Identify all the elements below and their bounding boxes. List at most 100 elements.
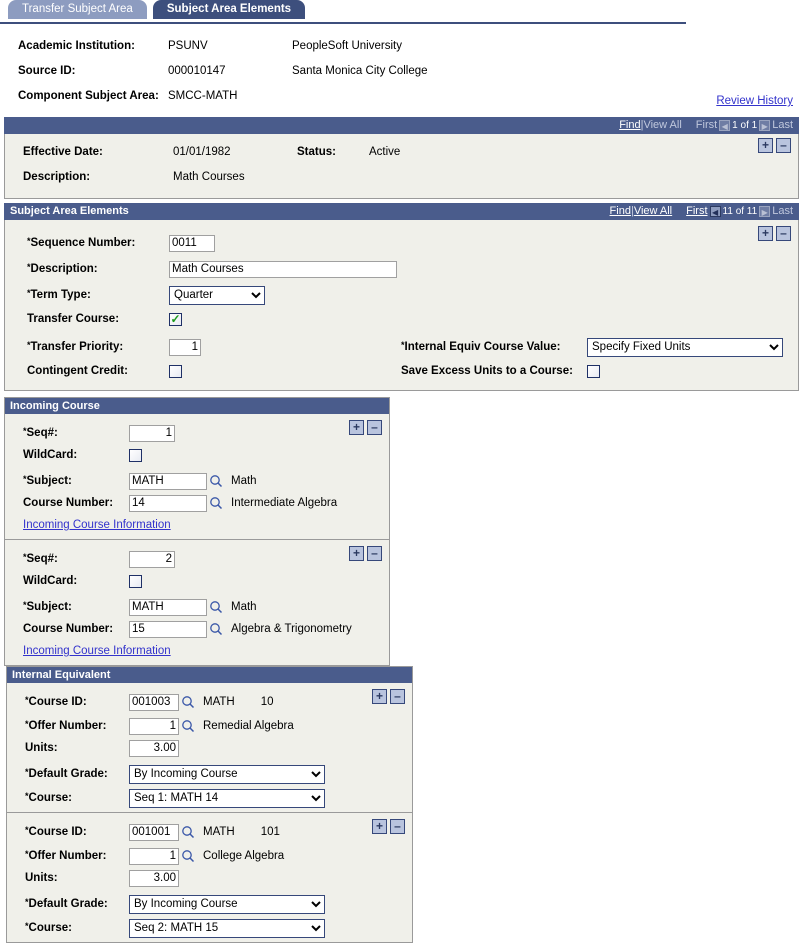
page-header-info: Academic Institution: PSUNV PeopleSoft Uni… (0, 24, 803, 113)
delete-incoming-course-button[interactable]: – (367, 546, 382, 561)
incoming-seq-label-2: *Seq#: (23, 552, 58, 565)
internal-catalog-nbr-1: 10 (260, 696, 274, 708)
default-grade-row-1: *Default Grade: By Incoming Course (7, 760, 412, 784)
source-id-label: Source ID: (18, 65, 76, 77)
elements-last-link[interactable]: Last (772, 205, 793, 217)
incoming-course-desc-1: Intermediate Algebra (231, 497, 338, 509)
tab-transfer-subject-area[interactable]: Transfer Subject Area (8, 0, 147, 19)
review-history-container: Review History (0, 95, 803, 113)
incoming-course-number-input-2[interactable] (129, 620, 207, 638)
default-grade-row-2: *Default Grade: By Incoming Course (7, 890, 412, 914)
description-input[interactable] (169, 260, 397, 278)
internal-equivalent-row: +– *Course ID: MATH 101 *Offer Number: Coll… (7, 813, 412, 942)
delete-row-button[interactable]: – (776, 138, 791, 153)
course-row-1: *Course: Seq 1: MATH 14 (7, 784, 412, 808)
elements-next-row-icon[interactable]: ▶ (759, 206, 771, 217)
elements-find-link[interactable]: Find (609, 205, 631, 217)
sequence-number-input[interactable] (169, 234, 215, 252)
add-row-button[interactable]: + (758, 138, 773, 153)
course-number-lookup-icon-1[interactable] (209, 496, 223, 510)
elements-previous-row-icon[interactable]: ◀ (709, 206, 721, 217)
element-row-actions: + – (755, 226, 791, 241)
next-row-icon[interactable]: ▶ (759, 120, 771, 131)
course-id-input-2[interactable] (129, 823, 179, 841)
subject-area-elements-header-bar: Subject Area Elements Find|View All First… (4, 203, 799, 220)
course-id-row-2: *Course ID: MATH 101 (7, 818, 412, 842)
course-select-1[interactable]: Seq 1: MATH 14 (129, 788, 325, 808)
internal-equivalent-group: Internal Equivalent +– *Course ID:MATH10… (6, 666, 413, 943)
course-id-lookup-icon-2[interactable] (181, 825, 195, 839)
default-grade-select-1[interactable]: By Incoming Course (129, 764, 325, 784)
academic-institution-desc: PeopleSoft University (292, 40, 402, 52)
academic-institution-value: PSUNV (168, 40, 208, 52)
course-select-2[interactable]: Seq 2: MATH 15 (129, 918, 325, 938)
delete-internal-equivalent-button[interactable]: – (390, 689, 405, 704)
incoming-course-info-row-1: Incoming Course Information (5, 515, 389, 535)
incoming-seq-label-1: *Seq#: (23, 426, 58, 439)
course-id-input-1[interactable] (129, 693, 179, 711)
view-all-link[interactable]: View All (643, 119, 682, 131)
incoming-seq-row-1: *Seq#: (5, 419, 389, 443)
subject-lookup-icon-2[interactable] (209, 600, 223, 614)
units-row-1: Units: (7, 736, 412, 760)
add-incoming-course-button[interactable]: + (349, 546, 364, 561)
find-link[interactable]: Find (619, 119, 641, 131)
subject-lookup-icon-1[interactable] (209, 474, 223, 488)
term-type-select[interactable]: Quarter (169, 285, 265, 305)
incoming-seq-input-1[interactable] (129, 424, 175, 442)
review-history-link[interactable]: Review History (716, 95, 793, 107)
offer-number-input-1[interactable] (129, 717, 179, 735)
add-internal-equivalent-button[interactable]: + (372, 819, 387, 834)
course-label-2: *Course: (25, 921, 72, 934)
internal-equiv-course-value-select[interactable]: Specify Fixed Units (587, 337, 783, 357)
course-id-lookup-icon-1[interactable] (181, 695, 195, 709)
offer-number-lookup-icon-1[interactable] (181, 719, 195, 733)
incoming-seq-input-2[interactable] (129, 550, 175, 568)
units-label-2: Units: (25, 872, 58, 884)
save-excess-units-checkbox[interactable] (587, 364, 600, 378)
incoming-course-number-input-1[interactable] (129, 494, 207, 512)
effdt-description-value: Math Courses (173, 171, 245, 183)
units-input-2[interactable] (129, 869, 179, 887)
units-input-1[interactable] (129, 739, 179, 757)
internal-course-title-1: Remedial Algebra (203, 720, 294, 732)
effective-date-label: Effective Date: (23, 146, 103, 158)
previous-row-icon[interactable]: ◀ (719, 120, 731, 131)
incoming-course-row-actions-1: + – (346, 420, 382, 435)
add-element-button[interactable]: + (758, 226, 773, 241)
delete-element-button[interactable]: – (776, 226, 791, 241)
incoming-subject-label-1: *Subject: (23, 474, 72, 487)
default-grade-select-2[interactable]: By Incoming Course (129, 894, 325, 914)
transfer-course-checkbox[interactable]: ✓ (169, 311, 182, 326)
default-grade-label-1: *Default Grade: (25, 767, 108, 780)
nav-separator: | (640, 119, 644, 131)
add-internal-equivalent-button[interactable]: + (372, 689, 387, 704)
contingent-credit-checkbox[interactable] (169, 364, 182, 378)
course-mapping-columns: Incoming Course +– *Seq#: WildCard: *Sub… (4, 397, 799, 943)
incoming-wildcard-checkbox-2[interactable] (129, 574, 142, 588)
tab-subject-area-elements[interactable]: Subject Area Elements (152, 0, 306, 19)
effective-date-nav-controls: Find|View All First ◀ 1 of 1 ▶ Last (619, 117, 793, 134)
elements-view-all-link[interactable]: View All (633, 205, 673, 217)
delete-incoming-course-button[interactable]: – (367, 420, 382, 435)
course-number-lookup-icon-2[interactable] (209, 622, 223, 636)
incoming-wildcard-label-1: WildCard: (23, 449, 78, 461)
incoming-course-information-link-2[interactable]: Incoming Course Information (23, 645, 171, 657)
offer-number-input-2[interactable] (129, 847, 179, 865)
last-link[interactable]: Last (772, 119, 793, 131)
first-link[interactable]: First (695, 119, 718, 131)
add-incoming-course-button[interactable]: + (349, 420, 364, 435)
offer-number-lookup-icon-2[interactable] (181, 849, 195, 863)
transfer-priority-input[interactable] (169, 338, 201, 356)
incoming-course-information-link-1[interactable]: Incoming Course Information (23, 519, 171, 531)
delete-internal-equivalent-button[interactable]: – (390, 819, 405, 834)
incoming-subject-row-1: *Subject: Math (5, 467, 389, 491)
incoming-wildcard-checkbox-1[interactable] (129, 448, 142, 462)
incoming-subject-input-2[interactable] (129, 598, 207, 616)
save-excess-units-label: Save Excess Units to a Course: (401, 365, 573, 377)
tab-bar: Transfer Subject Area Subject Area Eleme… (0, 0, 803, 22)
incoming-course-desc-2: Algebra & Trigonometry (231, 623, 352, 635)
contingent-credit-label: Contingent Credit: (27, 365, 128, 377)
elements-first-link[interactable]: First (686, 205, 708, 217)
incoming-subject-input-1[interactable] (129, 472, 207, 490)
